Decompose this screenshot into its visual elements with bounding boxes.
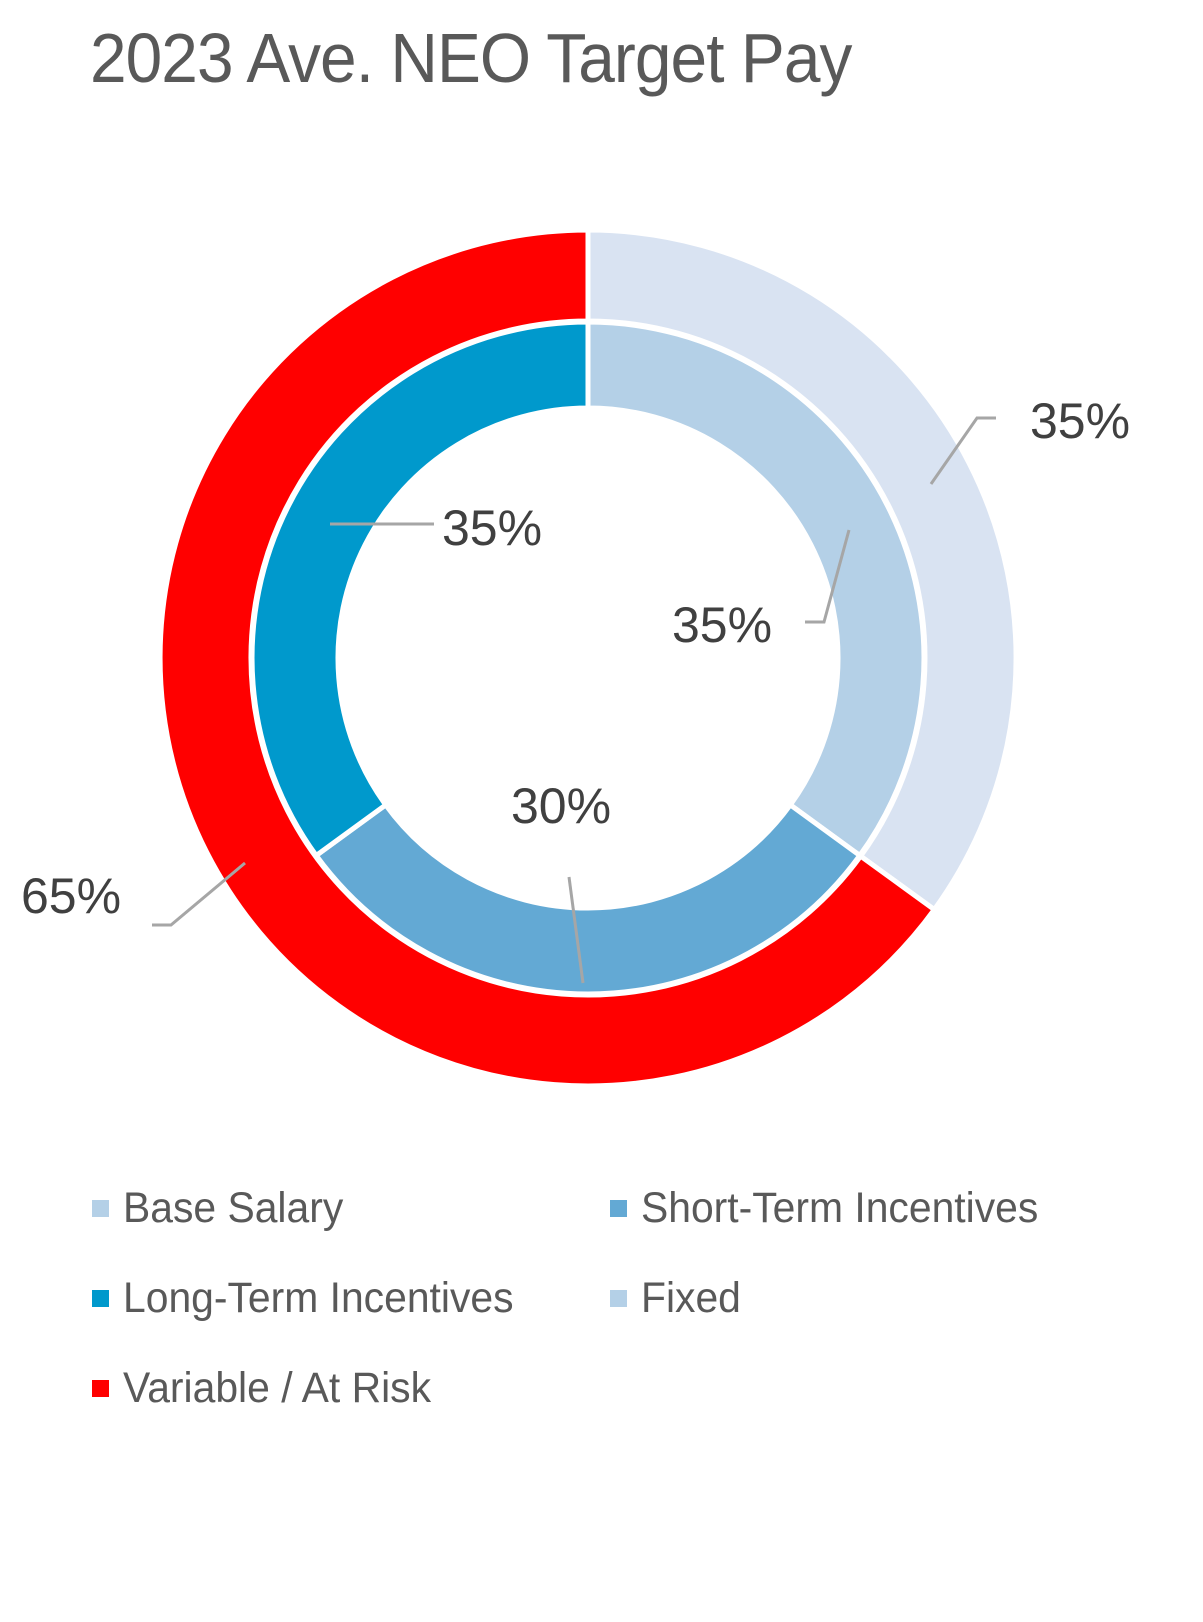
legend-item-short-term-incentives[interactable]: Short-Term Incentives — [610, 1184, 1059, 1233]
legend-label: Short-Term Incentives — [641, 1184, 1039, 1232]
label-base-salary: 35% — [672, 597, 772, 653]
legend-item-fixed[interactable]: Fixed — [610, 1274, 746, 1323]
legend-swatch-icon — [92, 1380, 109, 1397]
leader-line-variable — [152, 861, 246, 927]
legend-swatch-icon — [610, 1290, 627, 1307]
segment-short-term-incentives[interactable] — [312, 801, 864, 997]
label-short-term-incentives: 30% — [511, 778, 611, 834]
segment-base-salary[interactable] — [585, 319, 927, 859]
legend-label: Base Salary — [123, 1184, 344, 1232]
legend-swatch-icon — [610, 1200, 627, 1217]
legend-swatch-icon — [92, 1290, 109, 1307]
label-long-term-incentives: 35% — [442, 500, 542, 556]
chart-title: 2023 Ave. NEO Target Pay — [90, 19, 852, 97]
leader-line-short-term — [567, 876, 585, 984]
legend-label: Long-Term Incentives — [123, 1274, 514, 1322]
legend-label: Variable / At Risk — [123, 1364, 432, 1412]
legend-item-base-salary[interactable]: Base Salary — [92, 1184, 355, 1233]
label-fixed: 35% — [1030, 393, 1130, 449]
legend-label: Fixed — [641, 1274, 741, 1322]
legend-item-long-term-incentives[interactable]: Long-Term Incentives — [92, 1274, 534, 1323]
segment-long-term-incentives[interactable] — [249, 319, 591, 859]
label-variable: 65% — [21, 868, 121, 924]
leader-line-fixed — [929, 416, 996, 485]
legend-item-variable-at-risk[interactable]: Variable / At Risk — [92, 1364, 447, 1413]
legend-swatch-icon — [92, 1200, 109, 1217]
leader-line-base-salary — [805, 529, 851, 624]
